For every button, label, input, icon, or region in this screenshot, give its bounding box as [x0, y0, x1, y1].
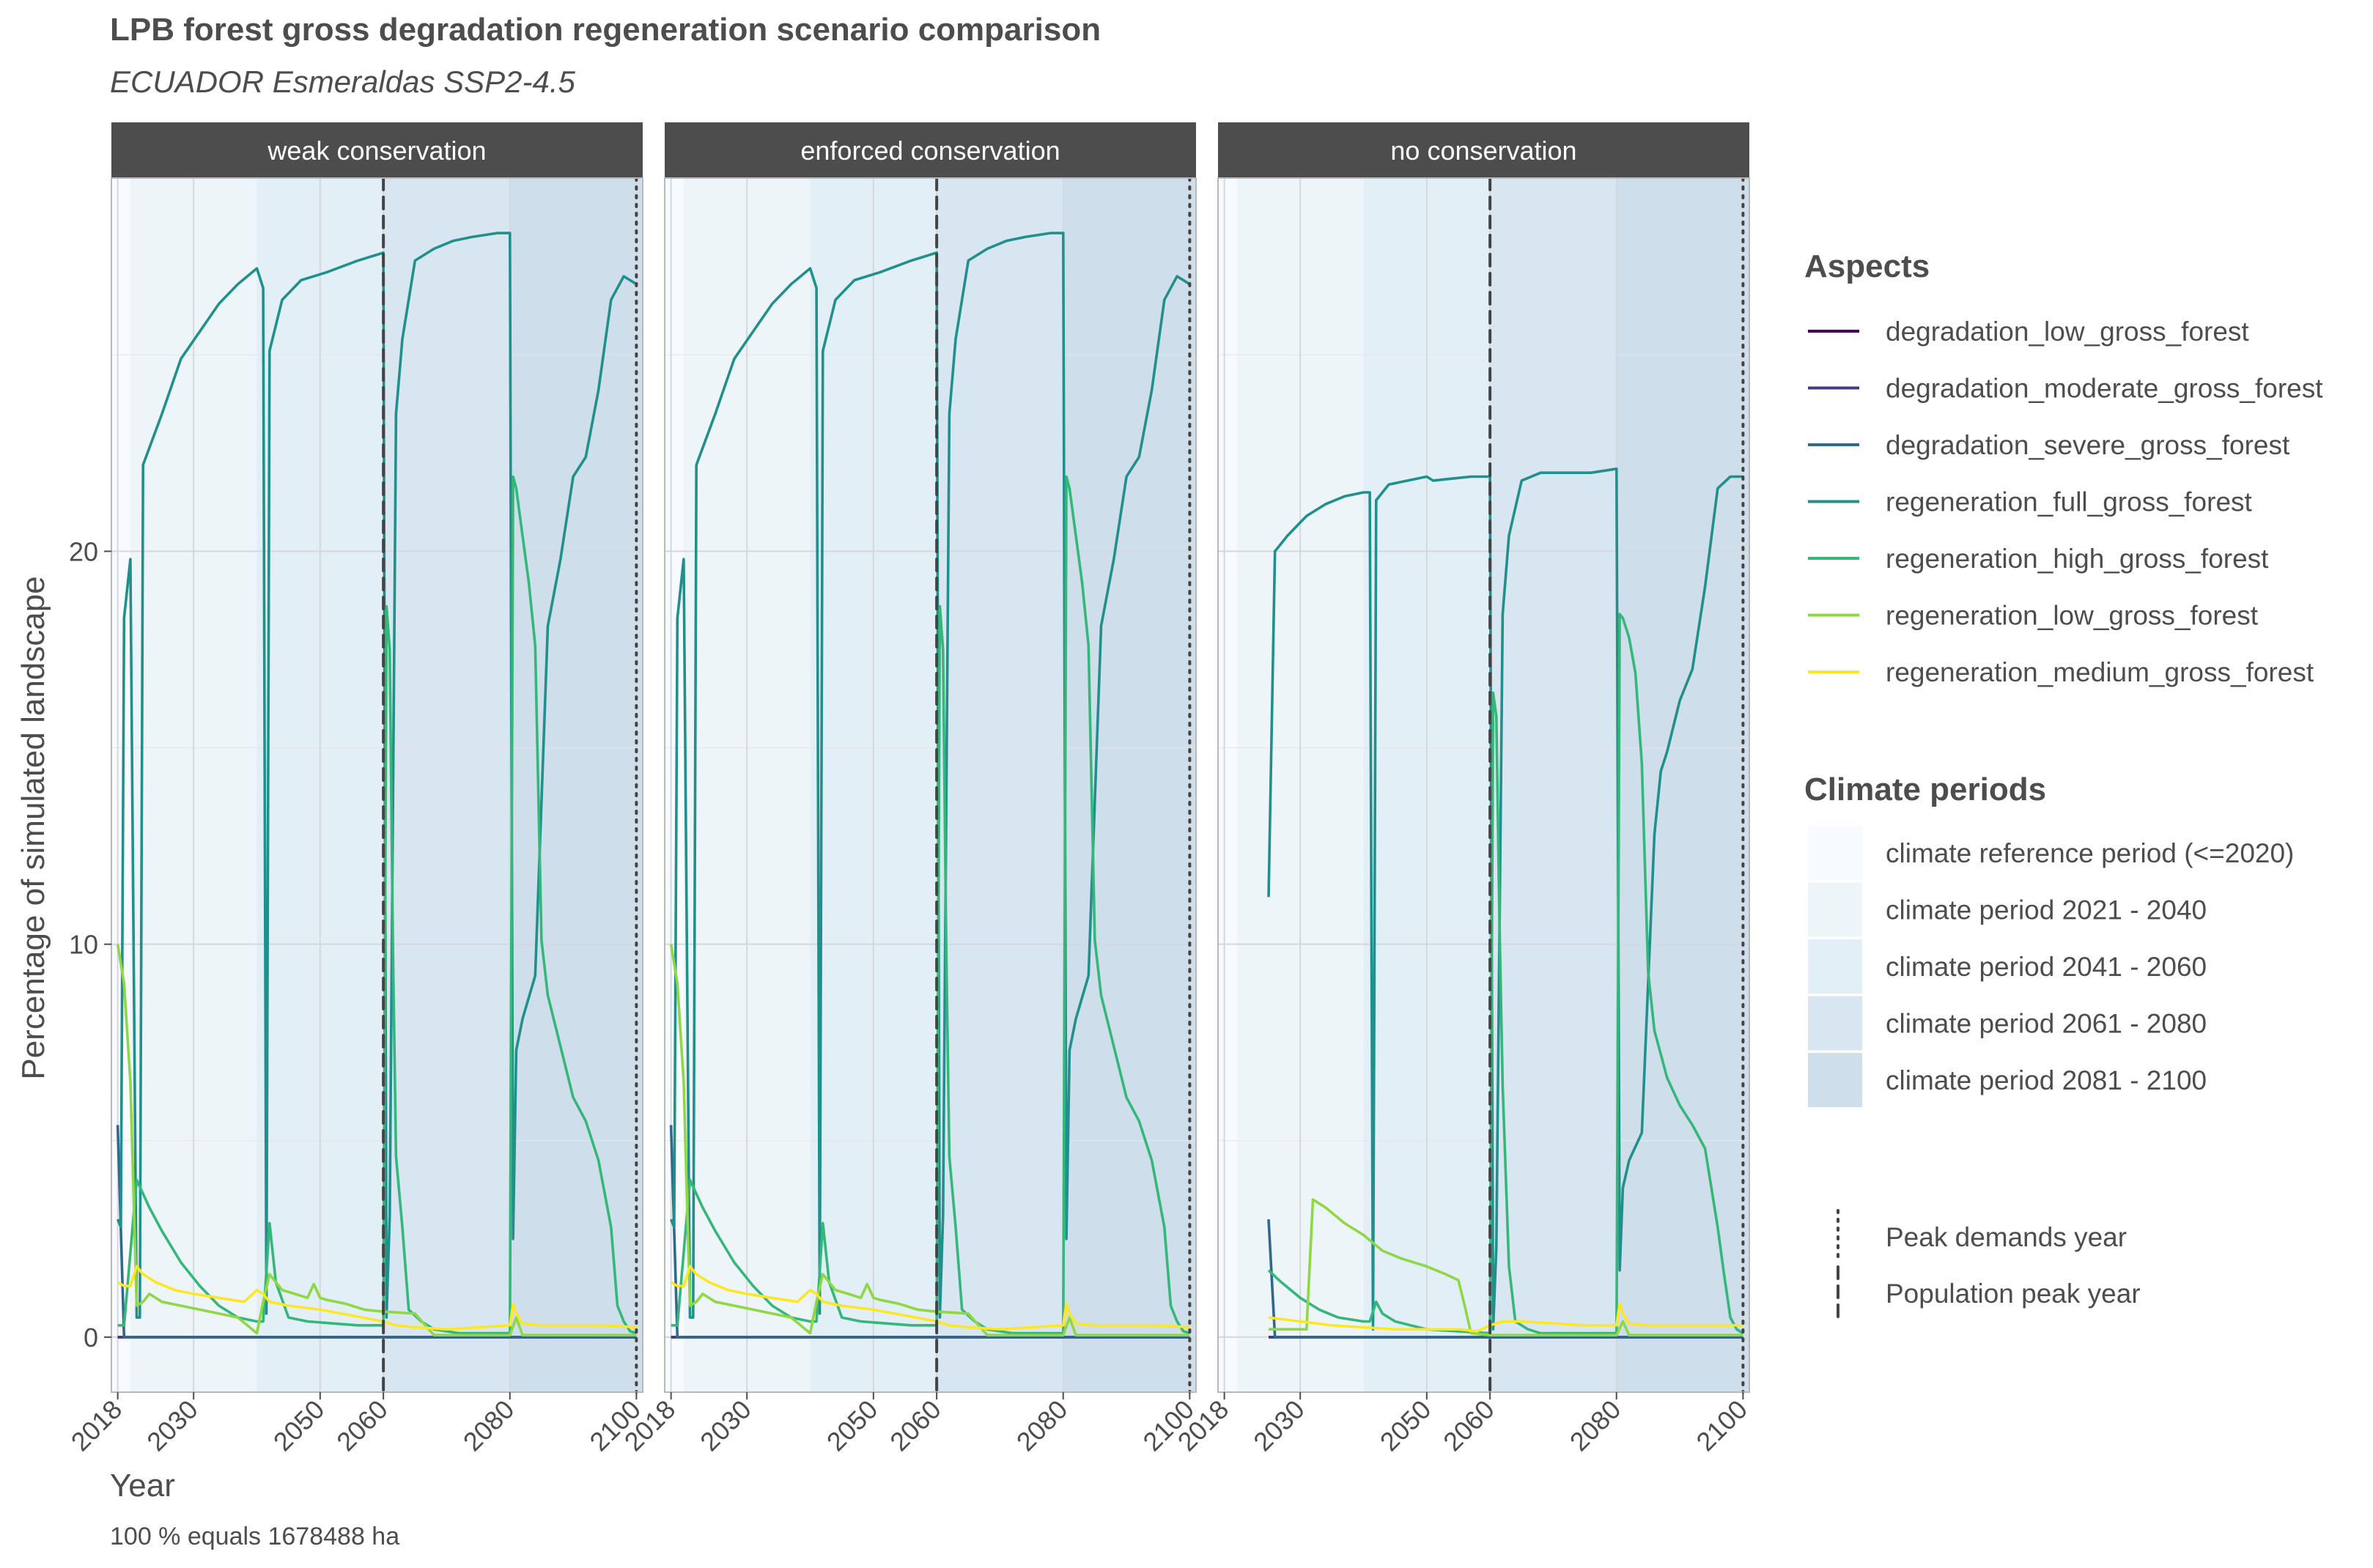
- x-tick-label: 2030: [1247, 1394, 1310, 1457]
- panel-border: [664, 177, 1197, 1393]
- chart-title: LPB forest gross degradation regeneratio…: [110, 12, 1101, 48]
- panel-strip: [1218, 122, 1749, 178]
- legend-climate: climate reference period (<=2020) climate…: [1808, 826, 2294, 1107]
- legend-key-climate: [1808, 826, 1862, 880]
- legend-label-regeneration_high_gross_forest: regeneration_high_gross_forest: [1886, 544, 2269, 574]
- legend-label-regeneration_low_gross_forest: regeneration_low_gross_forest: [1886, 601, 2259, 631]
- legend-key-climate: [1808, 1053, 1862, 1107]
- x-tick-label: 2030: [694, 1394, 757, 1457]
- panel-strip-label: enforced conservation: [800, 136, 1060, 166]
- chart-subtitle: ECUADOR Esmeraldas SSP2-4.5: [110, 64, 576, 99]
- caption: 100 % equals 1678488 ha: [110, 1523, 399, 1550]
- panel-border: [1217, 177, 1750, 1393]
- climate-band: [1490, 178, 1617, 1392]
- legend-label-regeneration_full_gross_forest: regeneration_full_gross_forest: [1886, 487, 2253, 517]
- climate-band: [1616, 178, 1749, 1392]
- series-degradation_severe_gross_forest: [669, 1125, 1190, 1339]
- x-tick-label: 2018: [65, 1394, 128, 1457]
- series-regeneration_full_gross_forest: [116, 232, 638, 1319]
- series-regeneration_high_gross_forest: [1267, 613, 1744, 1335]
- x-axis-title: Year: [110, 1468, 175, 1504]
- series-regeneration_medium_gross_forest: [670, 1265, 1190, 1331]
- legend-label-climate: climate period 2041 - 2060: [1886, 952, 2207, 982]
- panel-strip-label: weak conservation: [267, 136, 486, 166]
- x-tick-label: 2100: [1690, 1394, 1753, 1457]
- legend-key-climate: [1808, 939, 1862, 994]
- legend-label-climate: climate reference period (<=2020): [1886, 838, 2294, 868]
- legend-key-climate: [1808, 996, 1862, 1051]
- legend-label-degradation_low_gross_forest: degradation_low_gross_forest: [1886, 317, 2249, 347]
- climate-band: [1063, 178, 1196, 1392]
- series-regeneration_full_gross_forest: [1267, 467, 1743, 1331]
- x-tick-label: 2080: [1011, 1394, 1074, 1457]
- panel-strip-label: no conservation: [1390, 136, 1576, 166]
- panel-strip: [665, 122, 1196, 178]
- panel-strip: [111, 122, 643, 178]
- y-tick-label: 0: [84, 1323, 98, 1353]
- legend: Aspects degradation_low_gross_forestdegr…: [1804, 248, 2323, 1321]
- y-tick-label: 10: [69, 930, 98, 960]
- legend-label-regeneration_medium_gross_forest: regeneration_medium_gross_forest: [1886, 657, 2314, 687]
- series-regeneration_high_gross_forest: [117, 475, 637, 1335]
- y-tick-label: 20: [69, 536, 98, 566]
- x-tick-label: 2080: [1564, 1394, 1627, 1457]
- x-tick-label: 2050: [1374, 1394, 1437, 1457]
- legend-reference-lines: Peak demands year Population peak year: [1837, 1209, 2141, 1321]
- series-regeneration_full_gross_forest: [669, 232, 1191, 1319]
- series-regeneration_medium_gross_forest: [117, 1265, 637, 1331]
- climate-band: [1218, 178, 1237, 1392]
- series-regeneration_low_gross_forest: [669, 944, 1190, 1336]
- x-tick-label: 2080: [457, 1394, 520, 1457]
- x-tick-label: 2050: [267, 1394, 331, 1457]
- legend-label-degradation_moderate_gross_forest: degradation_moderate_gross_forest: [1886, 374, 2323, 404]
- series-regeneration_medium_gross_forest: [1268, 1302, 1743, 1333]
- y-axis-title: Percentage of simulated landscape: [15, 576, 51, 1079]
- series-degradation_severe_gross_forest: [116, 1125, 637, 1339]
- climate-band: [383, 178, 510, 1392]
- legend-label-degradation_severe_gross_forest: degradation_severe_gross_forest: [1886, 430, 2290, 460]
- climate-band: [509, 178, 643, 1392]
- legend-label-reference-line: Population peak year: [1886, 1279, 2141, 1309]
- series-regeneration_high_gross_forest: [671, 475, 1190, 1335]
- legend-label-climate: climate period 2021 - 2040: [1886, 895, 2207, 925]
- legend-label-climate: climate period 2061 - 2080: [1886, 1009, 2207, 1039]
- x-tick-label: 2060: [884, 1394, 947, 1457]
- series-regeneration_low_gross_forest: [1269, 1198, 1743, 1336]
- legend-aspects: degradation_low_gross_forest degradation_…: [1808, 317, 2323, 687]
- legend-title-aspects: Aspects: [1804, 248, 1930, 284]
- x-tick-label: 2060: [1437, 1394, 1500, 1457]
- x-tick-label: 2050: [821, 1394, 884, 1457]
- panel-border: [111, 177, 643, 1393]
- legend-key-climate: [1808, 882, 1862, 937]
- x-tick-label: 2060: [331, 1394, 394, 1457]
- legend-label-climate: climate period 2081 - 2100: [1886, 1065, 2207, 1095]
- series-regeneration_low_gross_forest: [116, 944, 637, 1336]
- legend-title-climate: Climate periods: [1804, 772, 2046, 807]
- climate-band: [937, 178, 1063, 1392]
- x-tick-label: 2030: [141, 1394, 204, 1457]
- series-degradation_severe_gross_forest: [1267, 1219, 1743, 1339]
- legend-label-reference-line: Peak demands year: [1886, 1222, 2127, 1252]
